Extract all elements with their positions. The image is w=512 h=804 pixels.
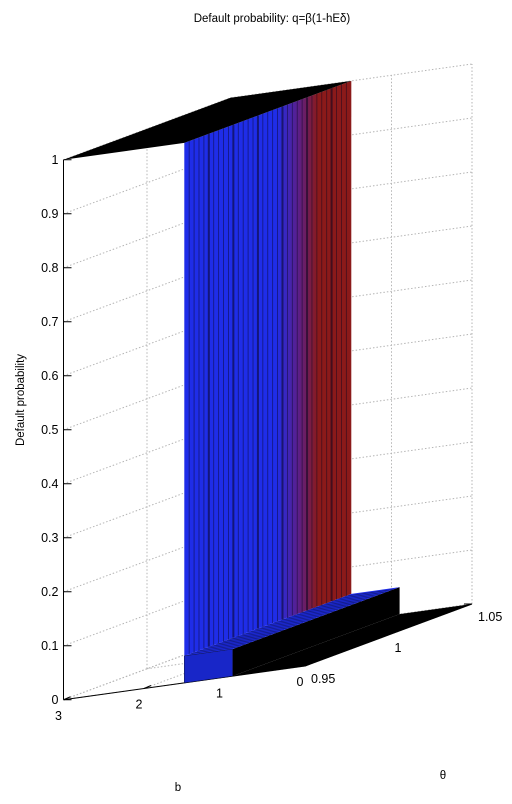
surface-mesh-line <box>306 603 355 611</box>
surface-mesh-line <box>216 636 265 645</box>
b-tick-label: 1 <box>216 686 223 700</box>
b-tick <box>63 696 71 701</box>
surface-floor-low <box>232 604 472 677</box>
z-tick-label: 0.6 <box>41 369 58 383</box>
surface-mesh-line <box>344 589 394 597</box>
theta-tick-label: 0.95 <box>311 672 335 686</box>
z-axis-label: Default probability <box>15 354 27 446</box>
surface-mesh-line <box>280 612 329 621</box>
surface-mesh-line <box>254 622 304 631</box>
y-axis-label: θ <box>440 770 446 782</box>
surface-mesh-line <box>325 596 374 604</box>
surface-mesh-line <box>235 629 284 638</box>
surface-mid-front <box>184 648 233 684</box>
z-tick-label: 0.7 <box>41 315 58 329</box>
surface-mesh-line <box>331 593 381 602</box>
grid-line-z <box>63 225 473 323</box>
z-tick-label: 0.8 <box>41 261 58 275</box>
surface-mesh-line <box>261 620 310 628</box>
z-tick-label: 0.2 <box>41 585 58 599</box>
z-tick-label: 0.5 <box>41 423 58 437</box>
surface-mesh-line <box>203 641 252 650</box>
surface-mesh-line <box>299 605 349 614</box>
surface-mesh-line <box>286 610 336 619</box>
z-tick-label: 0.9 <box>41 207 58 221</box>
b-tick <box>143 685 152 689</box>
b-tick-label: 3 <box>55 709 62 723</box>
grid-line-z <box>63 495 473 593</box>
surface-mesh-line <box>319 598 368 607</box>
x-axis-label: b <box>175 782 181 794</box>
surface-mesh-line <box>267 617 317 626</box>
surface-mesh-line <box>209 639 259 647</box>
grid-line-z <box>63 279 473 377</box>
surface-mesh-line <box>242 627 291 635</box>
z-tick-label: 0 <box>52 693 59 707</box>
surface-step-riser <box>232 587 400 677</box>
surface-mesh-line <box>222 634 272 642</box>
b-tick-label: 0 <box>297 675 304 689</box>
surface-plateau-high <box>63 80 352 160</box>
z-tick-label: 0.1 <box>41 639 58 653</box>
surface-mesh-line <box>197 643 246 652</box>
theta-tick-label: 1.05 <box>478 610 502 624</box>
z-tick-label: 0.3 <box>41 531 58 545</box>
grid-line-z <box>63 117 473 215</box>
z-tick-label: 0.4 <box>41 477 58 491</box>
b-tick-label: 2 <box>136 698 143 712</box>
surface-mesh-line <box>293 608 342 616</box>
surface-mesh-line <box>190 646 240 654</box>
theta-tick-label: 1 <box>395 641 402 655</box>
surface-mesh-line <box>229 632 278 640</box>
chart-title: Default probability: q=β(1-hEδ) <box>194 13 351 25</box>
z-tick-label: 1 <box>52 153 59 167</box>
grid-line-z <box>63 387 473 485</box>
surface-mesh-line <box>248 624 297 633</box>
surface <box>63 80 472 684</box>
surface-mesh-line <box>338 591 387 600</box>
surface-mesh-line <box>274 615 323 623</box>
tick-labels: 0 0.1 0.2 0.3 0.4 0.5 0.6 0.7 0.8 0.9 1 3 2 1 0 0.95 1 1.… <box>41 153 502 723</box>
surface-mesh-line <box>312 601 362 609</box>
